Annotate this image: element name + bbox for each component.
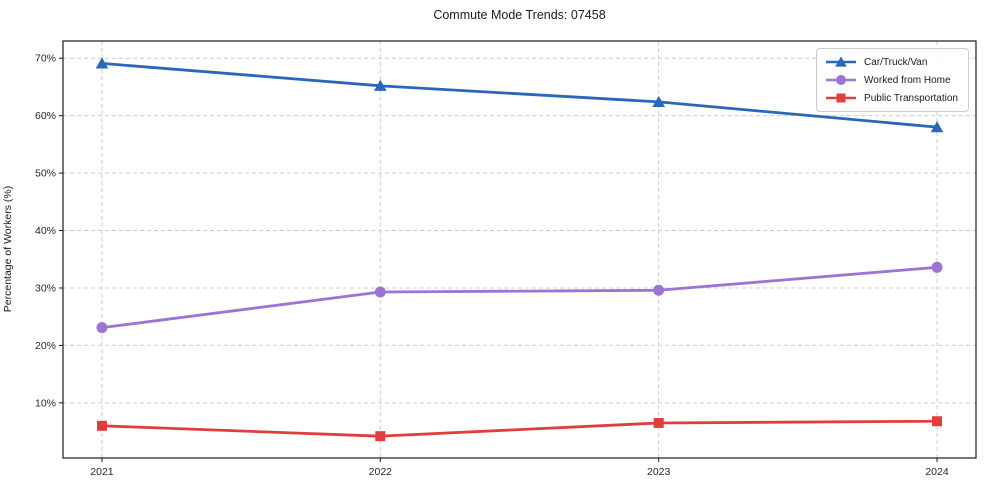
svg-text:50%: 50% (35, 168, 56, 180)
svg-text:10%: 10% (35, 397, 56, 409)
legend-label: Public Transportation (864, 92, 958, 104)
legend: Car/Truck/Van Worked from Home Public Tr… (816, 48, 969, 112)
legend-label: Car/Truck/Van (864, 56, 928, 68)
legend-item-public-transportation: Public Transportation (825, 91, 958, 105)
svg-text:70%: 70% (35, 53, 56, 65)
chart-title: Commute Mode Trends: 07458 (433, 8, 606, 22)
svg-text:2023: 2023 (647, 466, 671, 478)
svg-text:60%: 60% (35, 110, 56, 122)
legend-line-circle-icon (826, 75, 857, 85)
svg-text:30%: 30% (35, 282, 56, 294)
legend-line-square-icon (826, 93, 857, 103)
legend-label: Worked from Home (864, 74, 951, 86)
svg-text:2024: 2024 (925, 466, 949, 478)
y-axis-label: Percentage of Workers (%) (2, 185, 14, 313)
legend-item-worked-from-home: Worked from Home (825, 73, 958, 87)
svg-text:2021: 2021 (90, 466, 114, 478)
legend-item-car-truck-van: Car/Truck/Van (825, 55, 958, 69)
svg-text:20%: 20% (35, 340, 56, 352)
legend-line-triangle-icon (826, 56, 857, 67)
svg-text:40%: 40% (35, 225, 56, 237)
svg-text:2022: 2022 (369, 466, 393, 478)
